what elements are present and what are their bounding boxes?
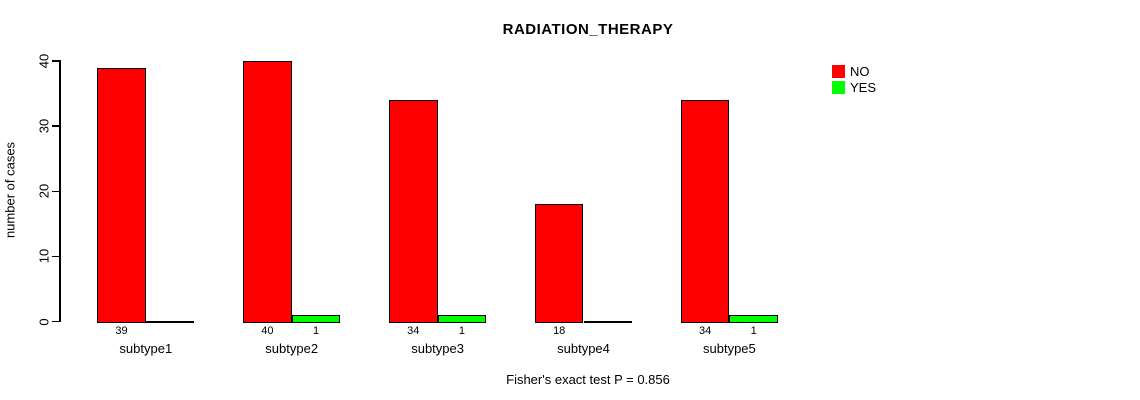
y-axis-tick [52,60,59,62]
legend-swatch-no [832,65,845,78]
legend-entry-no: NO [832,64,876,79]
bar-value-label: 39 [115,325,128,337]
bar-value-label: 1 [458,325,465,337]
x-axis-category-label: subtype4 [557,341,610,356]
bar-value-label: 40 [261,325,274,337]
y-axis-tick [52,255,59,258]
bar-value-label: 34 [407,325,420,337]
bar-value-label: 18 [553,325,566,337]
bar-value-label: 1 [750,325,757,337]
zero-bar-line-yes-subtype1 [145,321,195,323]
bar-yes-subtype5 [729,314,778,323]
y-axis-tick-label: 30 [36,118,52,134]
x-axis-category-label: subtype3 [411,341,464,356]
bar-value-label: 34 [698,325,712,337]
legend-label: YES [850,80,877,95]
legend-swatch-yes [832,81,845,94]
x-axis-category-label: subtype5 [703,341,756,356]
y-axis-tick [52,190,59,192]
legend-label: NO [850,64,870,79]
chart-title: RADIATION_THERAPY [502,21,674,38]
y-axis-tick [52,320,59,323]
x-axis-category-label: subtype2 [265,341,319,356]
bar-yes-subtype3 [437,314,487,323]
stat-test-note: Fisher's exact test P = 0.856 [506,372,670,387]
y-axis-tick-label: 10 [36,249,52,264]
bar-value-label: 1 [312,325,320,337]
x-axis-category-label: subtype1 [119,341,173,356]
y-axis-line [59,60,61,322]
y-axis-label: number of cases [2,141,18,239]
legend: NO YES [832,64,876,96]
y-axis-tick [52,125,59,127]
bar-no-subtype1 [97,67,146,323]
bar-no-subtype5 [680,100,730,323]
bar-no-subtype4 [534,204,584,323]
zero-bar-line-yes-subtype4 [583,321,633,323]
y-axis-tick-label: 40 [36,53,52,69]
y-axis-tick-label: 20 [36,184,52,199]
bar-no-subtype3 [389,100,438,323]
y-axis-tick-label: 0 [36,317,52,326]
legend-entry-yes: YES [832,80,876,95]
bar-no-subtype2 [243,61,292,323]
bar-yes-subtype2 [291,314,341,323]
